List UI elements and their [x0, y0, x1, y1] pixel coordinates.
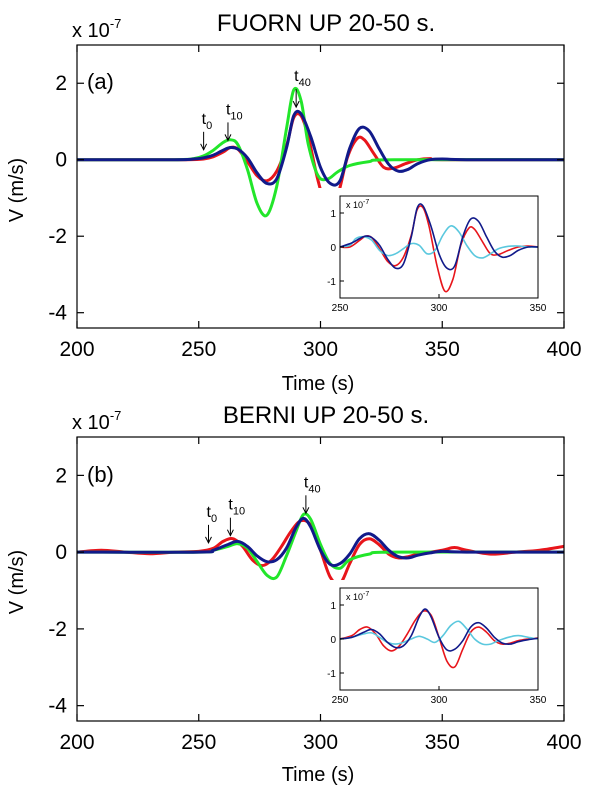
panel-a-scale: x 10-7 — [72, 16, 121, 42]
chart-0-series-navy — [77, 109, 564, 187]
marker-label: t10 — [228, 497, 245, 518]
marker-arrow-head — [302, 507, 310, 515]
x-tick-label: 300 — [303, 731, 338, 754]
inset-x-tick-label: 300 — [431, 303, 448, 314]
x-tick-label: 350 — [425, 731, 460, 754]
inset-scale: x 10-7 — [346, 199, 369, 210]
inset-y-tick-label: 0 — [330, 243, 336, 254]
panel-a-label: (a) — [87, 69, 114, 94]
y-tick-label: -4 — [48, 302, 67, 325]
x-tick-label: 250 — [181, 338, 216, 361]
inset-x-tick-label: 250 — [332, 303, 349, 314]
panel-b-ylabel: V (m/s) — [6, 550, 28, 614]
inset-y-tick-label: 1 — [330, 601, 336, 612]
marker-arrow-head — [200, 143, 208, 151]
chart-1: 200 250 300 350 400 -4 -2 0 2 t0 t10 t40 250 300 350 -1… — [48, 436, 582, 754]
panel-a-xlabel: Time (s) — [282, 373, 355, 395]
x-tick-label: 200 — [59, 731, 94, 754]
x-tick-label: 400 — [546, 338, 581, 361]
inset-y-tick-label: 0 — [330, 635, 336, 646]
chart-0: 200 250 300 350 400 -4 -2 0 2 t0 t10 t40 250 300 350 -1… — [48, 44, 582, 361]
y-tick-label: -2 — [48, 225, 67, 248]
panel-b-scale: x 10-7 — [72, 408, 121, 434]
marker-arrow-head — [224, 134, 232, 142]
x-tick-label: 250 — [181, 731, 216, 754]
inset-series-navy — [340, 203, 538, 271]
y-tick-label: 0 — [55, 541, 67, 564]
marker-label: t0 — [202, 111, 213, 132]
chart-1-series-navy — [77, 516, 564, 568]
marker-arrow-head — [226, 529, 234, 537]
inset-x-tick-label: 300 — [431, 695, 448, 706]
x-tick-label: 200 — [59, 338, 94, 361]
panel-a-title: FUORN UP 20-50 s. — [217, 10, 435, 37]
y-tick-label: 2 — [55, 464, 67, 487]
chart-0-series-green — [77, 86, 564, 218]
marker-label: t40 — [304, 474, 321, 495]
y-tick-label: -4 — [48, 695, 67, 718]
panel-a: x 10-7 FUORN UP 20-50 s. (a) Time (s) V … — [6, 10, 435, 395]
marker-label: t0 — [206, 504, 217, 525]
inset-series-navy — [340, 608, 538, 652]
y-tick-label: 0 — [55, 149, 67, 172]
inset-x-tick-label: 350 — [530, 695, 547, 706]
marker-arrow-head — [292, 100, 300, 109]
y-tick-label: 2 — [55, 72, 67, 95]
inset-y-tick-label: -1 — [327, 669, 336, 680]
marker-label: t40 — [294, 68, 311, 89]
inset-series-cyan — [340, 225, 538, 259]
inset-x-tick-label: 250 — [332, 695, 349, 706]
panel-a-ylabel: V (m/s) — [6, 158, 28, 222]
panel-b-label: (b) — [87, 462, 114, 487]
panel-b-xlabel: Time (s) — [282, 764, 355, 786]
x-tick-label: 300 — [303, 338, 338, 361]
y-tick-label: -2 — [48, 618, 67, 641]
panel-b-title: BERNI UP 20-50 s. — [223, 402, 429, 429]
inset-scale: x 10-7 — [346, 591, 369, 602]
x-tick-label: 400 — [546, 731, 581, 754]
chart-0-inset: 250 300 350 -1 0 1 x 10-7 — [313, 188, 551, 320]
x-tick-label: 350 — [425, 338, 460, 361]
chart-1-inset: 250 300 350 -1 0 1 x 10-7 — [313, 580, 551, 712]
marker-arrow-head — [205, 536, 212, 544]
chart-1-series-green — [77, 512, 564, 581]
panel-b: x 10-7 BERNI UP 20-50 s. (b) Time (s) V … — [6, 402, 429, 786]
inset-y-tick-label: -1 — [327, 277, 336, 288]
inset-x-tick-label: 350 — [530, 303, 547, 314]
inset-y-tick-label: 1 — [330, 209, 336, 220]
marker-label: t10 — [226, 101, 243, 122]
